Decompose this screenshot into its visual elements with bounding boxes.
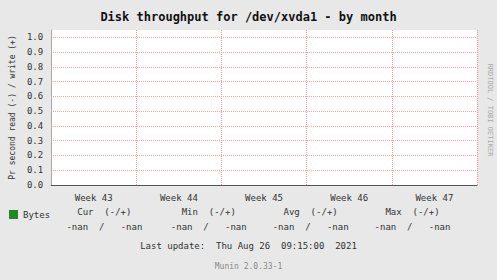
svg-text:Week 47: Week 47	[415, 193, 453, 203]
svg-text:0.4: 0.4	[27, 121, 43, 131]
svg-text:0.1: 0.1	[27, 165, 43, 175]
svg-text:Max (-/+): Max (-/+)	[385, 207, 439, 217]
svg-text:0.7: 0.7	[27, 77, 43, 87]
svg-text:0.9: 0.9	[27, 47, 43, 57]
svg-text:0.2: 0.2	[27, 150, 43, 160]
svg-text:0.8: 0.8	[27, 62, 43, 72]
svg-text:Min (-/+): Min (-/+)	[182, 207, 236, 217]
svg-text:Week 45: Week 45	[245, 193, 283, 203]
svg-text:0.3: 0.3	[27, 136, 43, 146]
svg-text:-nan / -nan: -nan / -nan	[375, 222, 451, 232]
svg-text:Week 44: Week 44	[160, 193, 198, 203]
svg-text:Pr second read (-) / write (+): Pr second read (-) / write (+)	[8, 35, 17, 180]
svg-text:-nan / -nan: -nan / -nan	[273, 222, 349, 232]
svg-text:Cur (-/+): Cur (-/+)	[77, 207, 131, 217]
svg-text:0.5: 0.5	[27, 106, 43, 116]
svg-text:-nan / -nan: -nan / -nan	[66, 222, 142, 232]
svg-text:Week 46: Week 46	[330, 193, 368, 203]
svg-text:0.0: 0.0	[27, 180, 43, 190]
svg-text:Last update: Thu Aug 26 09:1: Last update: Thu Aug 26 09:15:00 2021	[140, 241, 357, 251]
svg-text:RRDTOOL / TOBI OETIKER: RRDTOOL / TOBI OETIKER	[486, 64, 494, 158]
svg-text:Bytes: Bytes	[23, 210, 50, 220]
svg-text:Munin 2.0.33-1: Munin 2.0.33-1	[215, 262, 283, 271]
svg-text:Week 43: Week 43	[75, 193, 113, 203]
svg-text:Avg (-/+): Avg (-/+)	[284, 207, 338, 217]
svg-text:1.0: 1.0	[27, 32, 43, 42]
svg-text:0.6: 0.6	[27, 91, 43, 101]
svg-text:Disk throughput for /dev/xvda1: Disk throughput for /dev/xvda1 - by mont…	[100, 10, 396, 24]
svg-text:-nan / -nan: -nan / -nan	[171, 222, 247, 232]
